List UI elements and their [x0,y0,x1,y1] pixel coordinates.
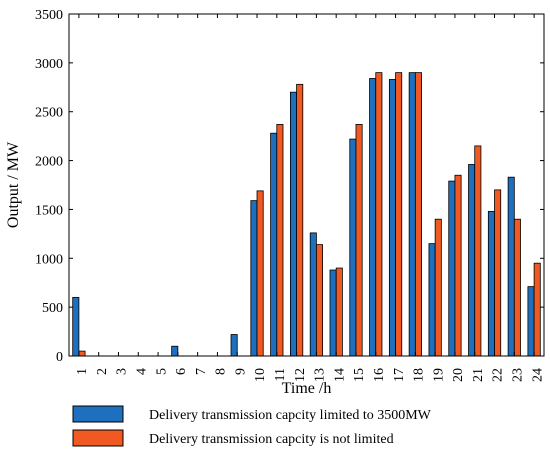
bar-series1-hour-10 [250,200,258,357]
bar-series2-hour-19 [434,218,442,357]
bar-series2-hour-22 [494,189,502,357]
x-tick-label: 17 [392,368,407,382]
x-tick-label: 11 [273,368,288,381]
legend-swatch-series1 [72,405,124,423]
y-axis-ticks: 0 500 1000 1500 2000 2500 3000 3500 [35,8,544,365]
y-tick-label: 1000 [35,252,63,267]
bar-series1-hour-19 [428,243,436,357]
x-tick-label: 12 [293,368,308,382]
y-tick-label: 2000 [35,155,63,170]
bar-series2-hour-14 [335,267,343,357]
bar-series2-hour-23 [513,218,521,357]
bar-series1-hour-9 [230,334,238,357]
bar-series1-hour-1 [72,296,80,357]
y-tick-label: 0 [56,350,63,365]
bars-layer [72,72,541,357]
bar-series1-hour-24 [527,286,535,357]
bar-series1-hour-20 [448,180,456,357]
bar-series1-hour-21 [468,164,476,357]
x-tick-label: 23 [511,368,526,382]
x-tick-label: 24 [530,368,545,382]
x-axis-ticks: 1 2 3 4 5 6 7 8 9 10 11 12 13 14 15 16 17 18 19 20 21 22 23 24 [75,14,545,382]
bar-series1-hour-12 [289,91,297,357]
bar-series2-hour-11 [276,124,284,357]
x-tick-label: 16 [372,368,387,382]
plot-area-frame [68,13,545,357]
legend: Delivery transmission capcity limited to… [72,405,432,447]
bar-series1-hour-18 [408,72,416,357]
bar-series1-hour-16 [369,78,377,357]
bar-series2-hour-15 [355,124,363,357]
y-tick-label: 3000 [35,57,63,72]
bar-series2-hour-10 [256,190,264,357]
bar-series2-hour-24 [533,262,541,357]
x-axis-title: Time /h [282,380,332,397]
x-tick-label: 7 [194,368,209,375]
bar-series2-hour-1 [78,350,86,357]
x-tick-label: 13 [313,368,328,382]
bar-series2-hour-13 [315,244,323,357]
bar-series1-hour-17 [388,79,396,357]
legend-label-series1: Delivery transmission capcity limited to… [149,408,432,423]
x-tick-label: 5 [154,368,169,375]
x-tick-label: 3 [115,368,130,375]
bar-series1-hour-23 [507,176,515,357]
bar-series2-hour-12 [296,83,304,357]
x-tick-label: 8 [214,368,229,375]
x-tick-label: 4 [134,368,149,375]
legend-label-series2: Delivery transmission capcity is not lim… [149,432,394,447]
y-tick-label: 2500 [35,106,63,121]
x-tick-label: 10 [253,368,268,382]
bar-series2-hour-17 [395,72,403,357]
x-tick-label: 18 [412,368,427,382]
bar-series1-hour-14 [329,269,337,357]
x-tick-label: 14 [332,368,347,382]
x-tick-label: 9 [233,368,248,375]
x-tick-label: 2 [95,368,110,375]
bar-series2-hour-18 [414,72,422,357]
bar-series1-hour-11 [270,132,278,357]
bar-series2-hour-21 [474,145,482,357]
y-tick-label: 1500 [35,203,63,218]
x-tick-label: 19 [431,368,446,382]
y-tick-label: 3500 [35,8,63,23]
bar-series1-hour-6 [171,345,179,357]
bar-series2-hour-16 [375,72,383,357]
x-tick-label: 1 [75,368,90,375]
y-axis-title: Output / MW [5,141,22,228]
bar-series1-hour-15 [349,138,357,357]
x-tick-label: 20 [451,368,466,382]
y-tick-label: 500 [42,301,63,316]
x-tick-label: 22 [491,368,506,382]
bar-series2-hour-20 [454,174,462,357]
x-tick-label: 21 [471,368,486,382]
bar-series1-hour-22 [487,210,495,357]
x-tick-label: 6 [174,368,189,375]
x-tick-label: 15 [352,368,367,382]
legend-swatch-series2 [72,429,124,447]
bar-series1-hour-13 [309,232,317,357]
